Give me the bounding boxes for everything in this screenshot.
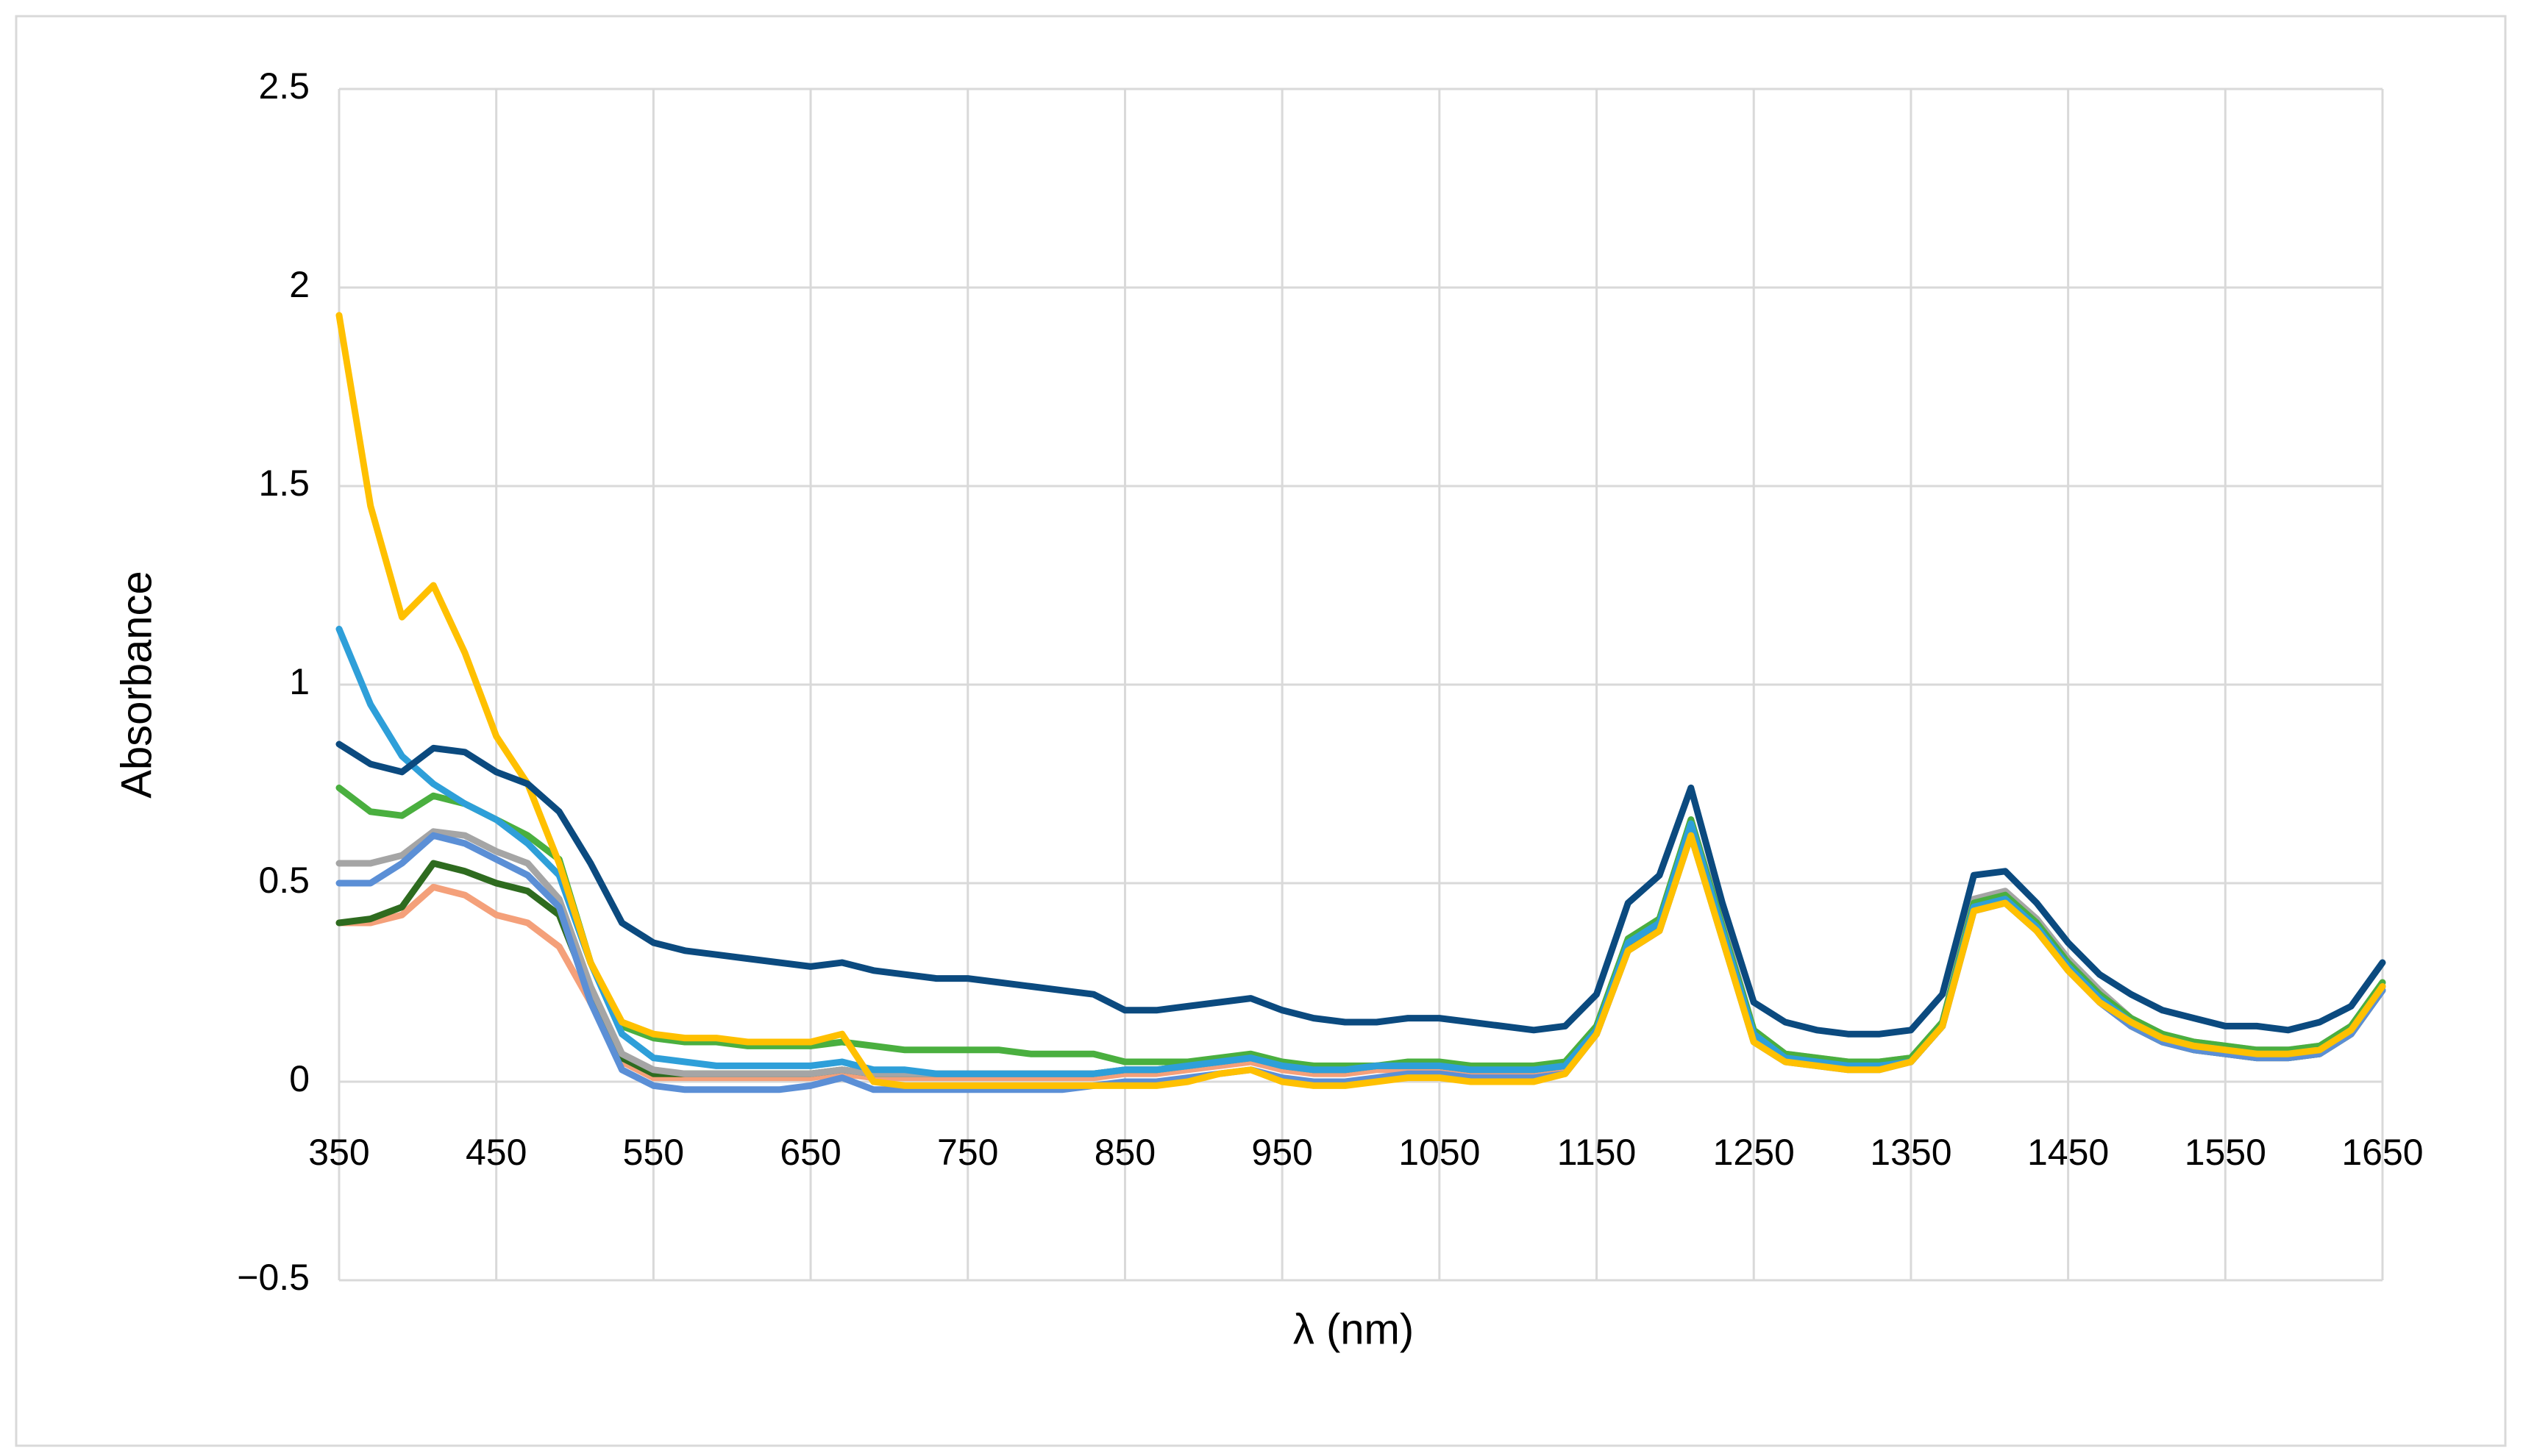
x-tick-label: 1050 (1398, 1132, 1480, 1173)
x-tick-label: 1550 (2185, 1132, 2266, 1173)
y-tick-label: −0.5 (237, 1257, 310, 1298)
x-tick-label: 850 (1095, 1132, 1156, 1173)
data-line (335, 741, 2386, 1038)
x-tick-label: 1650 (2341, 1132, 2423, 1173)
y-axis-title: Absorbance (113, 571, 160, 799)
x-tick-label: 950 (1251, 1132, 1312, 1173)
x-tick-label: 750 (937, 1132, 998, 1173)
y-tick-label: 0.5 (258, 860, 310, 901)
x-axis-title: λ (nm) (1293, 1305, 1414, 1353)
x-tick-label: 450 (466, 1132, 527, 1173)
x-tick-label: 350 (308, 1132, 369, 1173)
data-line (335, 312, 2386, 1089)
x-tick-label: 1350 (1870, 1132, 1951, 1173)
x-tick-label: 1450 (2027, 1132, 2109, 1173)
x-tick-label: 1150 (1557, 1132, 1637, 1173)
x-tick-label: 550 (623, 1132, 684, 1173)
chart-border (15, 15, 2507, 1447)
x-tick-label: 650 (780, 1132, 841, 1173)
y-tick-label: 0 (289, 1058, 310, 1099)
y-tick-label: 2 (289, 264, 310, 305)
y-tick-label: 2.5 (258, 65, 310, 107)
x-tick-label: 1250 (1713, 1132, 1795, 1173)
y-tick-label: 1.5 (258, 463, 310, 504)
y-tick-label: 1 (289, 661, 310, 702)
